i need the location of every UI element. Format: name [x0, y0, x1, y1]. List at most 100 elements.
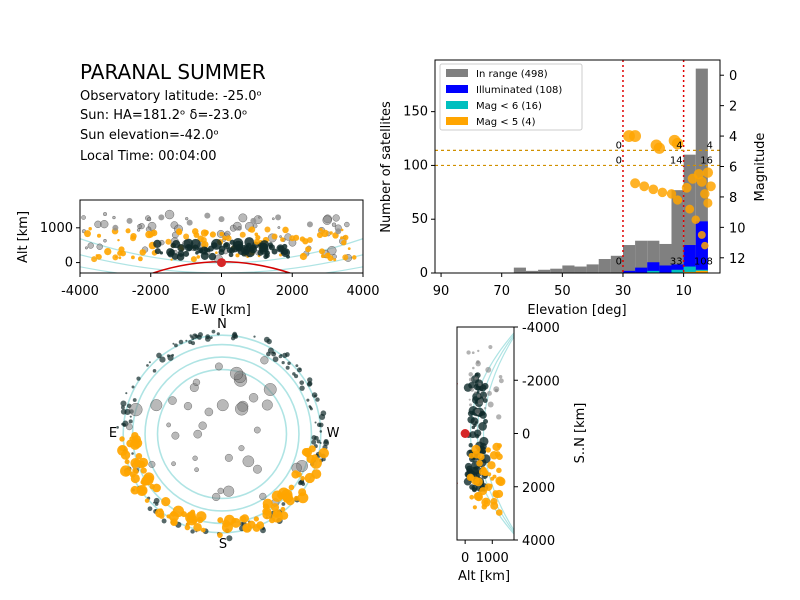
hist-magnitude-point	[701, 241, 709, 250]
ew-bright-satellite-point	[104, 247, 112, 256]
sky-satellite-point	[172, 342, 175, 345]
ew-bright-satellite-point	[190, 256, 197, 263]
sky-bright-satellite-point	[132, 434, 141, 444]
hist-count-annotation: 0	[616, 155, 622, 166]
ew-y-tick-label: 0	[65, 256, 73, 271]
sky-bright-satellite-point	[180, 511, 187, 518]
ew-data-point	[165, 238, 172, 245]
hist-bar-illuminated	[659, 265, 672, 273]
ew-data-point	[147, 231, 154, 238]
sky-bright-satellite-point	[185, 522, 191, 527]
ew-data-point	[186, 244, 193, 251]
sky-satellite-point	[205, 334, 211, 340]
ns-faint-satellite-point	[478, 382, 482, 387]
sky-faint-satellite-point	[126, 423, 133, 431]
ns-y-tick-label: -2000	[522, 374, 560, 389]
ns-plot-area	[457, 332, 514, 535]
ew-satellite-point	[147, 217, 152, 222]
sky-bright-satellite-point	[140, 467, 147, 474]
ew-bright-satellite-point	[137, 256, 143, 262]
sky-satellite-point	[120, 400, 127, 407]
sky-satellite-point	[185, 339, 188, 342]
ns-bright-satellite-point	[495, 509, 503, 516]
ns-observer-marker	[460, 429, 470, 438]
sky-bright-satellite-point	[311, 454, 318, 461]
sky-faint-satellite-point	[259, 492, 267, 501]
ew-bright-satellite-point	[125, 228, 131, 234]
sky-bright-satellite-point	[157, 513, 162, 518]
sky-satellite-point	[124, 408, 131, 415]
hist-bar-in-range	[622, 245, 636, 273]
sky-faint-satellite-point	[261, 399, 273, 411]
sky-satellite-point	[156, 352, 162, 359]
ew-data-point	[275, 214, 282, 221]
ew-data-point	[186, 219, 193, 226]
ew-satellite-point	[164, 209, 175, 220]
ew-data-point	[204, 212, 211, 219]
hist-bar-in-range	[574, 266, 587, 273]
ew-data-point	[112, 254, 119, 261]
sky-bright-satellite-point	[158, 508, 164, 513]
ew-bright-satellite-point	[347, 247, 351, 251]
ns-shadowed-satellite-point	[478, 422, 487, 431]
ew-view-panel: -4000 -2000 0 2000 4000 0 1000 E-W [km] Alt [k…	[16, 199, 380, 318]
sky-faint-satellite-point	[168, 396, 177, 405]
sky-bright-satellite-point	[193, 522, 202, 532]
ew-bright-satellite-point	[318, 248, 325, 255]
hist-magnitude-point	[666, 189, 677, 199]
sky-bright-satellite-point	[256, 521, 265, 529]
ew-data-point	[112, 224, 119, 231]
ns-faint-satellite-point	[498, 378, 504, 384]
sky-satellite-point	[314, 421, 317, 424]
sky-satellite-point	[285, 352, 290, 357]
ew-shadowed-satellite-point	[177, 244, 185, 252]
ew-data-point	[130, 235, 137, 242]
ns-x-tick-label: 0	[461, 551, 469, 566]
sky-satellite-point	[161, 518, 167, 524]
hist-bar-in-range	[586, 264, 599, 273]
sky-satellite-point	[178, 339, 184, 345]
sky-view-panel: N S E W	[109, 317, 340, 552]
ew-satellite-point	[103, 212, 107, 216]
sky-faint-satellite-point	[194, 467, 199, 472]
ew-x-tick-label: 4000	[346, 284, 379, 299]
sky-faint-satellite-point	[216, 399, 229, 412]
ns-shadowed-satellite-point	[471, 484, 478, 492]
hist-count-annotation: 0	[616, 257, 622, 268]
hist-bar-in-range	[610, 255, 623, 273]
ew-data-point	[218, 249, 225, 256]
ns-bright-satellite-point	[468, 475, 474, 481]
sky-satellite-point	[148, 361, 151, 364]
sky-satellite-point	[272, 356, 279, 363]
ns-faint-satellite-point	[474, 376, 479, 380]
ns-faint-satellite-point	[485, 366, 492, 373]
ew-x-tick-label: 0	[217, 284, 225, 299]
ns-faint-satellite-point	[496, 414, 502, 420]
legend-box	[439, 63, 583, 131]
sky-bright-satellite-point	[318, 447, 330, 459]
sky-reference-ring	[144, 356, 300, 512]
sky-faint-satellite-point	[224, 453, 233, 462]
ns-shadowed-satellite-point	[471, 411, 475, 414]
legend-swatch-mag5	[446, 117, 468, 125]
ns-faint-satellite-point	[486, 390, 492, 396]
sky-faint-satellite-point	[171, 461, 176, 467]
ew-x-axis-label: E-W [km]	[191, 303, 251, 318]
sky-reference-ring	[122, 334, 322, 534]
sky-satellite-point	[294, 374, 299, 379]
ew-bright-satellite-point	[235, 253, 240, 258]
hist-bar-illuminated	[622, 270, 636, 273]
hist-count-annotation: 33	[670, 257, 683, 268]
ew-satellite-point	[272, 217, 275, 221]
ew-satellite-point	[137, 224, 142, 229]
hist-bar-in-range	[635, 240, 648, 273]
ew-data-point	[342, 254, 349, 261]
hist-magnitude-point	[630, 178, 641, 189]
ew-shadowed-satellite-point	[264, 253, 270, 259]
sky-bright-satellite-point	[217, 517, 224, 524]
sky-bright-satellite-point	[263, 508, 272, 516]
ew-shadowed-satellite-point	[228, 252, 234, 258]
ns-reference-arc	[483, 335, 514, 532]
ew-satellite-point	[322, 215, 332, 225]
